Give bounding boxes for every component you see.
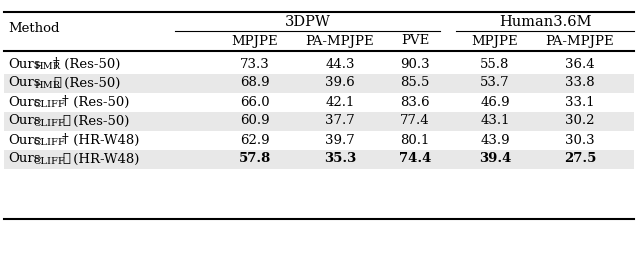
Text: 83.6: 83.6 [400,95,430,109]
Text: 66.0: 66.0 [240,95,270,109]
Text: 33.8: 33.8 [565,76,595,90]
Text: 30.2: 30.2 [565,114,595,128]
Text: MPJPE: MPJPE [232,35,278,47]
Text: 3DPW: 3DPW [285,15,330,29]
Text: 30.3: 30.3 [565,133,595,146]
Text: 62.9: 62.9 [240,133,270,146]
Text: CLIFF: CLIFF [34,100,66,109]
Text: 77.4: 77.4 [400,114,430,128]
Text: ★: ★ [53,76,61,89]
Text: MPJPE: MPJPE [472,35,518,47]
Text: CLIFF: CLIFF [34,157,66,166]
Text: 39.4: 39.4 [479,153,511,165]
Text: (HR-W48): (HR-W48) [69,153,140,165]
Text: PVE: PVE [401,35,429,47]
Text: 39.6: 39.6 [325,76,355,90]
Text: (Res-50): (Res-50) [69,95,129,109]
Text: 27.5: 27.5 [564,153,596,165]
Text: 80.1: 80.1 [400,133,429,146]
Text: 90.3: 90.3 [400,57,430,71]
Text: CLIFF: CLIFF [34,138,66,147]
Text: CLIFF: CLIFF [34,119,66,128]
Text: †: † [62,95,68,108]
Text: Ours: Ours [8,57,40,71]
Text: 35.3: 35.3 [324,153,356,165]
Text: PA-MPJPE: PA-MPJPE [546,35,614,47]
Text: (HR-W48): (HR-W48) [69,133,140,146]
Text: 44.3: 44.3 [325,57,355,71]
Text: 73.3: 73.3 [240,57,270,71]
Text: 33.1: 33.1 [565,95,595,109]
Text: 57.8: 57.8 [239,153,271,165]
Text: 43.9: 43.9 [480,133,510,146]
Text: 55.8: 55.8 [480,57,509,71]
Text: †: † [53,57,60,70]
Text: HMR: HMR [34,81,60,90]
Text: Ours: Ours [8,133,40,146]
Text: (Res-50): (Res-50) [60,57,120,71]
Bar [4,73,634,93]
Text: 53.7: 53.7 [480,76,510,90]
Bar [4,150,634,169]
Text: 42.1: 42.1 [325,95,355,109]
Text: 36.4: 36.4 [565,57,595,71]
Text: 43.1: 43.1 [480,114,509,128]
Text: 46.9: 46.9 [480,95,510,109]
Text: ★: ★ [62,114,70,127]
Bar [4,112,634,131]
Text: 60.9: 60.9 [240,114,270,128]
Text: Ours: Ours [8,114,40,128]
Text: Ours: Ours [8,76,40,90]
Text: Human3.6M: Human3.6M [499,15,591,29]
Text: Ours: Ours [8,153,40,165]
Text: PA-MPJPE: PA-MPJPE [306,35,374,47]
Text: HMR: HMR [34,62,60,71]
Text: 39.7: 39.7 [325,133,355,146]
Text: (Res-50): (Res-50) [69,114,129,128]
Text: †: † [62,133,68,146]
Text: Method: Method [8,23,60,35]
Text: ★: ★ [62,152,70,165]
Text: 68.9: 68.9 [240,76,270,90]
Text: 85.5: 85.5 [400,76,429,90]
Text: Ours: Ours [8,95,40,109]
Text: 74.4: 74.4 [399,153,431,165]
Text: 37.7: 37.7 [325,114,355,128]
Text: (Res-50): (Res-50) [60,76,120,90]
